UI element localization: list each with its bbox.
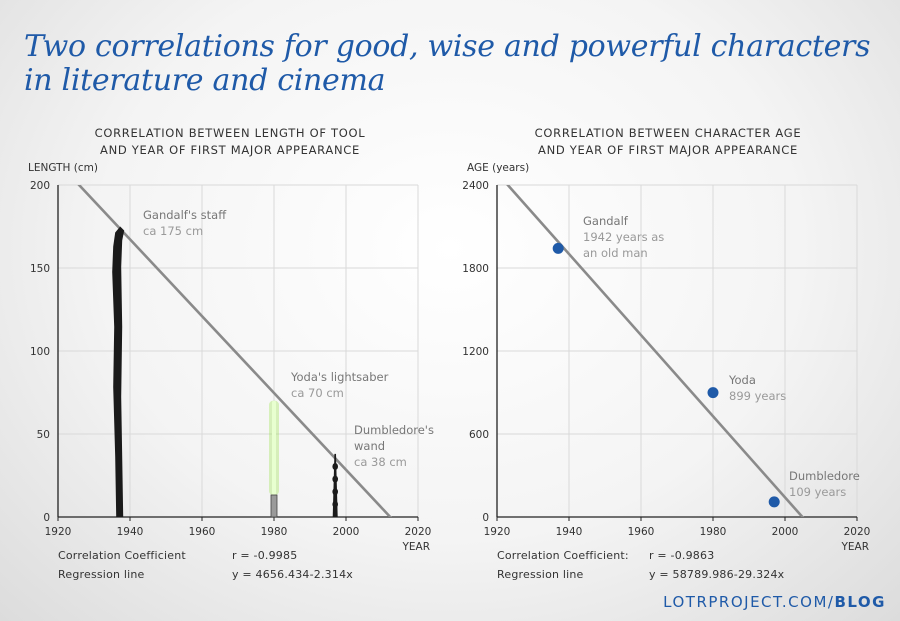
x-tick-label: 1960 [628,526,655,538]
chart-2-title-line-1: CORRELATION BETWEEN CHARACTER AGE [534,126,802,140]
wand-icon [332,453,338,517]
y-tick-label: 1800 [462,263,489,275]
x-tick-label: 1960 [189,526,216,538]
chart-2-corr-label: Correlation Coefficient: [497,549,629,562]
chart-1-reg-label: Regression line [58,568,145,581]
y-tick-label: 1200 [462,346,489,358]
x-tick-label: 1940 [556,526,583,538]
point-yoda [707,387,719,399]
x-tick-label: 1920 [484,526,511,538]
annotation-1-3: Dumbledore's wand ca 38 cm [354,423,434,469]
annotation-name: Yoda [728,373,756,387]
annotation-value: ca 70 cm [291,386,344,400]
annotation-value: 899 years [729,389,786,403]
chart-1-title-line-1: CORRELATION BETWEEN LENGTH OF TOOL [94,126,366,140]
annotation-name: Dumbledore [789,469,860,483]
wand-knot [332,488,339,496]
chart-2-title: CORRELATION BETWEEN CHARACTER AGE AND YE… [478,125,858,159]
chart-1: 1920 1940 1960 1980 2000 2020 0 50 100 150 200 LENG… [28,162,431,553]
chart-1-title: CORRELATION BETWEEN LENGTH OF TOOL AND Y… [40,125,420,159]
chart-2: 1920 1940 1960 1980 2000 2020 0 600 1200 1800 2400… [462,162,871,553]
x-tick-label: 1940 [117,526,144,538]
y-tick-label: 0 [43,512,50,524]
chart-2-title-line-2: AND YEAR OF FIRST MAJOR APPEARANCE [538,143,798,157]
y-tick-label: 2400 [462,180,489,192]
x-tick-label: 2020 [844,526,871,538]
y-tick-label: 0 [482,512,489,524]
chart-1-reg-value: y = 4656.434-2.314x [232,568,353,581]
y-axis-label: LENGTH (cm) [28,162,98,174]
regression-line [506,185,805,517]
annotation-name: Dumbledore's [354,423,434,437]
annotation-2-1: Gandalf 1942 years as an old man [583,214,664,260]
annotation-value: ca 38 cm [354,455,407,469]
x-tick-label: 1920 [45,526,72,538]
chart-1-corr-value: r = -0.9985 [232,549,298,562]
annotation-value: an old man [583,246,648,260]
chart-2-corr-value: r = -0.9863 [649,549,715,562]
x-tick-label: 2020 [405,526,432,538]
point-gandalf [552,242,564,254]
annotation-name: Gandalf's staff [143,208,227,222]
y-tick-label: 150 [30,263,50,275]
x-axis-label: YEAR [840,541,869,553]
chart-1-stats: Correlation Coefficient r = -0.9985 Regr… [58,546,418,584]
y-tick-label: 50 [37,429,50,441]
title-line-1: Two correlations for good, wise and powe… [24,29,871,64]
footer-brand[interactable]: LOTRPROJECT.COM/BLOG [663,593,886,611]
annotation-2-2: Yoda 899 years [728,373,786,403]
chart-1-title-line-2: AND YEAR OF FIRST MAJOR APPEARANCE [100,143,360,157]
y-tick-label: 200 [30,180,50,192]
regression-line [77,185,393,517]
annotation-value: 109 years [789,485,846,499]
x-tick-label: 2000 [772,526,799,538]
annotation-name: Yoda's lightsaber [290,370,389,384]
x-tick-label: 1980 [700,526,727,538]
chart-2-stats: Correlation Coefficient: r = -0.9863 Reg… [497,546,857,584]
chart-1-corr-label: Correlation Coefficient [58,549,186,562]
chart-2-reg-value: y = 58789.986-29.324x [649,568,785,581]
wand-knot [332,463,339,471]
wand-knot [332,475,339,483]
lightsaber-blade [272,400,276,495]
annotation-value: 1942 years as [583,230,664,244]
y-axis-label: AGE (years) [467,162,529,174]
annotation-1-1: Gandalf's staff ca 175 cm [143,208,227,238]
annotation-1-2: Yoda's lightsaber ca 70 cm [290,370,389,400]
annotation-2-3: Dumbledore 109 years [789,469,860,499]
footer-section: BLOG [834,593,886,611]
staff-icon [112,226,125,517]
x-tick-label: 2000 [333,526,360,538]
page-title: Two correlations for good, wise and powe… [24,30,884,98]
annotation-name: Gandalf [583,214,629,228]
x-axis-label: YEAR [401,541,430,553]
wand-knot [332,500,339,508]
annotation-value: ca 175 cm [143,224,203,238]
x-tick-label: 1980 [261,526,288,538]
lightsaber-icon [270,494,278,518]
y-tick-label: 600 [469,429,489,441]
point-dumbledore [768,496,780,508]
footer-site: LOTRPROJECT.COM/ [663,593,835,611]
chart-2-reg-label: Regression line [497,568,584,581]
title-line-2: in literature and cinema [24,63,386,98]
y-tick-label: 100 [30,346,50,358]
annotation-name: wand [354,439,385,453]
